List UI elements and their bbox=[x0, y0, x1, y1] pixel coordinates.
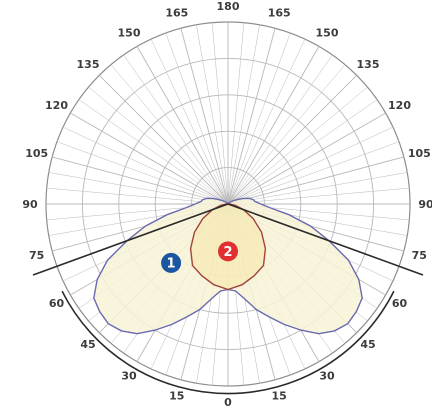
grid-spoke bbox=[227, 22, 245, 205]
grid-spoke bbox=[227, 46, 320, 205]
grid-spoke bbox=[180, 28, 229, 205]
grid-spoke bbox=[211, 22, 229, 205]
angle-label: 15 bbox=[272, 389, 287, 402]
angle-label: 165 bbox=[268, 7, 291, 20]
grid-spoke bbox=[227, 99, 378, 205]
grid-spoke bbox=[227, 141, 400, 205]
marker-circle bbox=[161, 252, 182, 273]
angle-label: 180 bbox=[217, 0, 240, 13]
grid-spoke bbox=[70, 112, 229, 205]
grid-spoke bbox=[48, 172, 229, 205]
angle-label: 30 bbox=[319, 370, 335, 383]
cutoff-line-right bbox=[227, 203, 424, 276]
angle-label: 120 bbox=[45, 99, 68, 112]
angle-label: 120 bbox=[388, 99, 411, 112]
angle-label: 90 bbox=[418, 198, 432, 211]
series-marker-1: 1 bbox=[161, 252, 182, 273]
angle-label: 90 bbox=[22, 198, 38, 211]
marker-circle bbox=[218, 241, 238, 262]
grid-spoke bbox=[98, 74, 229, 205]
grid-spoke bbox=[227, 172, 408, 205]
grid-spoke bbox=[88, 86, 229, 205]
angle-label: 30 bbox=[121, 370, 137, 383]
angle-label: 150 bbox=[118, 27, 141, 40]
cutoff-line-left bbox=[32, 203, 229, 276]
series-fills bbox=[93, 198, 363, 334]
angle-label: 105 bbox=[408, 147, 431, 160]
angle-label: 165 bbox=[165, 7, 188, 20]
grid-spoke bbox=[56, 141, 229, 205]
grid-spoke bbox=[227, 38, 306, 205]
grid-spoke bbox=[227, 64, 346, 205]
grid-spoke bbox=[52, 156, 229, 205]
grid-spoke bbox=[62, 126, 229, 205]
grid-spoke bbox=[227, 156, 404, 205]
series-marker-2: 2 bbox=[218, 241, 238, 262]
grid-spoke bbox=[46, 187, 229, 205]
angle-label: 60 bbox=[392, 297, 408, 310]
angle-label: 15 bbox=[169, 389, 184, 402]
grid-spoke bbox=[227, 86, 368, 205]
grid-spoke bbox=[165, 32, 229, 205]
cutoff-arc bbox=[61, 290, 395, 395]
marker-label: 2 bbox=[223, 245, 232, 260]
grid-spoke bbox=[110, 64, 229, 205]
grid-spoke bbox=[227, 187, 410, 205]
angle-label: 75 bbox=[29, 249, 44, 262]
grid-spoke bbox=[123, 54, 229, 205]
angle-label: 135 bbox=[77, 58, 100, 71]
series-markers: 12 bbox=[161, 241, 238, 273]
angle-label: 135 bbox=[357, 58, 380, 71]
grid-spoke bbox=[136, 46, 229, 205]
grid-spoke bbox=[227, 28, 276, 205]
grid-spoke bbox=[227, 54, 333, 205]
grid-spoke bbox=[227, 32, 291, 205]
grid-spoke bbox=[196, 24, 229, 205]
angle-label: 45 bbox=[360, 338, 375, 351]
angle-label: 45 bbox=[80, 338, 95, 351]
angle-label: 60 bbox=[49, 297, 65, 310]
grid-spoke bbox=[150, 38, 229, 205]
grid-spoke bbox=[227, 112, 386, 205]
grid-spoke bbox=[78, 99, 229, 205]
grid-spoke bbox=[227, 74, 358, 205]
angle-label: 0 bbox=[224, 396, 232, 409]
angle-label: 75 bbox=[412, 249, 427, 262]
marker-label: 1 bbox=[167, 256, 176, 271]
angle-label: 105 bbox=[25, 147, 48, 160]
cutoff-outline bbox=[32, 203, 424, 395]
grid-spoke bbox=[227, 24, 260, 205]
grid-spoke bbox=[227, 126, 394, 205]
angle-label: 150 bbox=[316, 27, 339, 40]
